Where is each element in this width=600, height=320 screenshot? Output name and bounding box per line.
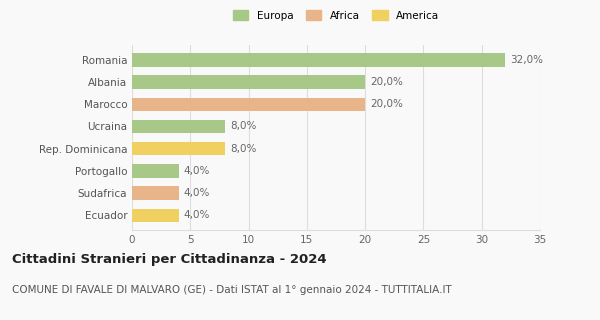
Text: 20,0%: 20,0%: [370, 99, 403, 109]
Bar: [132, 76, 365, 89]
Bar: [132, 209, 179, 222]
Text: COMUNE DI FAVALE DI MALVARO (GE) - Dati ISTAT al 1° gennaio 2024 - TUTTITALIA.IT: COMUNE DI FAVALE DI MALVARO (GE) - Dati …: [12, 285, 452, 295]
Bar: [132, 98, 365, 111]
Bar: [132, 120, 225, 133]
Bar: [132, 142, 225, 156]
Bar: [132, 53, 505, 67]
Text: 4,0%: 4,0%: [183, 188, 209, 198]
Bar: [132, 164, 179, 178]
Text: Cittadini Stranieri per Cittadinanza - 2024: Cittadini Stranieri per Cittadinanza - 2…: [12, 253, 326, 266]
Text: 20,0%: 20,0%: [370, 77, 403, 87]
Text: 8,0%: 8,0%: [230, 144, 256, 154]
Text: 8,0%: 8,0%: [230, 122, 256, 132]
Text: 4,0%: 4,0%: [183, 166, 209, 176]
Legend: Europa, Africa, America: Europa, Africa, America: [230, 8, 442, 23]
Text: 32,0%: 32,0%: [509, 55, 542, 65]
Bar: [132, 187, 179, 200]
Text: 4,0%: 4,0%: [183, 210, 209, 220]
